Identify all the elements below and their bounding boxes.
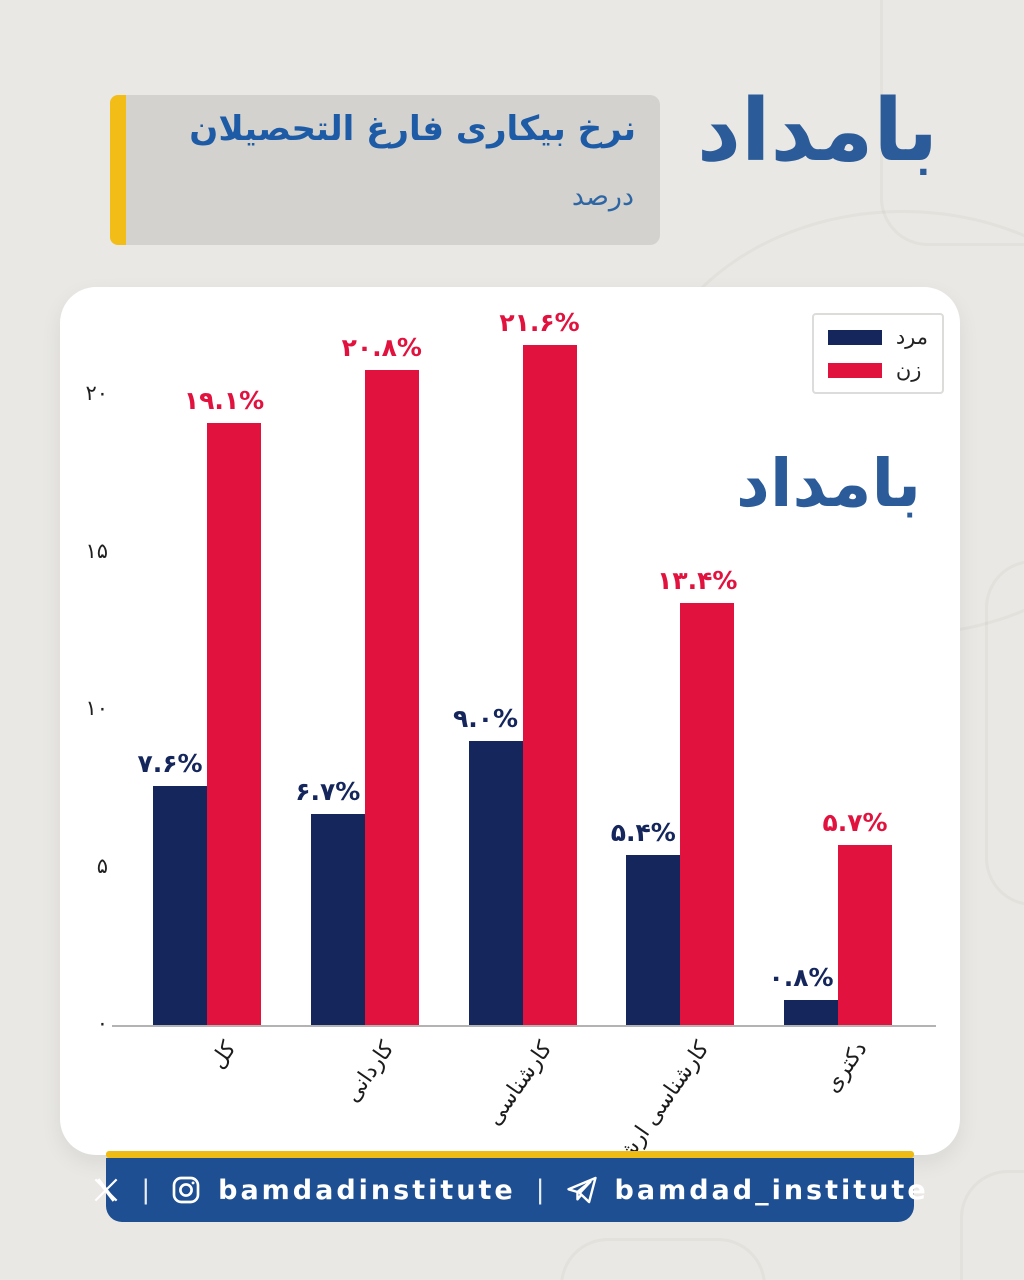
x-axis-category-label-1: کاردانی <box>339 1037 400 1108</box>
handle-x-instagram[interactable]: bamdadinstitute <box>218 1174 516 1206</box>
x-axis-category-label-4: دکتری <box>819 1037 873 1098</box>
legend-label-women: زن <box>895 358 922 382</box>
bar-value-label-women-4: ۵.۷% <box>822 808 888 837</box>
bar-men-4 <box>784 1000 838 1025</box>
footer-accent-rule <box>106 1151 914 1158</box>
bar-value-label-women-2: ۲۱.۶% <box>499 308 580 337</box>
x-axis-category-label-3: کارشناسی ارشد <box>608 1037 715 1155</box>
bar-women-0 <box>207 423 261 1025</box>
legend-swatch-women <box>827 362 882 378</box>
y-axis-tick-label: ۲۰ <box>85 381 108 405</box>
bar-value-label-men-1: ۶.۷% <box>295 777 361 806</box>
bar-men-3 <box>626 855 681 1025</box>
legend-item-men: مرد <box>827 325 928 349</box>
bar-women-3 <box>680 603 735 1025</box>
bar-value-label-men-0: ۷.۶% <box>137 749 203 778</box>
footer-separator: | <box>535 1175 545 1205</box>
footer-bar: | bamdadinstitute | bamdad_institute <box>94 1158 926 1222</box>
background-shape <box>960 1170 1024 1280</box>
footer-separator: | <box>141 1175 151 1205</box>
header-box: نرخ بیکاری فارغ التحصیلان درصد <box>110 95 660 245</box>
x-axis-category-label-0: کل <box>205 1037 242 1074</box>
bar-men-0 <box>153 786 207 1025</box>
header-accent-bar <box>110 95 126 245</box>
y-axis-tick-label: ۱۰ <box>85 696 108 720</box>
bar-value-label-women-3: ۱۳.۴% <box>657 566 738 595</box>
x-axis-line <box>112 1025 936 1027</box>
bar-women-2 <box>522 345 577 1025</box>
bar-women-4 <box>838 845 892 1025</box>
brand-logo: بامداد <box>696 81 938 181</box>
x-axis-category-label-2: کارشناسی <box>481 1037 557 1131</box>
legend-swatch-men <box>827 329 882 345</box>
y-axis-tick-label: ۱۵ <box>85 538 108 563</box>
page-subtitle: درصد <box>571 181 634 212</box>
instagram-icon[interactable] <box>170 1174 202 1206</box>
handle-telegram[interactable]: bamdad_institute <box>614 1174 929 1206</box>
chart-card: ۰ ۵ ۱۰ ۱۵ ۲۰ ۷.۶% ۱۹.۱% کل ۶.۷% ۲۰.۸% کاردانی ۹.۰% ۲… <box>60 287 960 1155</box>
y-axis-tick-label: ۰ <box>96 1011 108 1035</box>
page-title: نرخ بیکاری فارغ التحصیلان <box>189 109 636 149</box>
legend: مرد زن <box>811 313 944 394</box>
telegram-icon[interactable] <box>565 1173 599 1207</box>
plot-area: ۰ ۵ ۱۰ ۱۵ ۲۰ ۷.۶% ۱۹.۱% کل ۶.۷% ۲۰.۸% کاردانی ۹.۰% ۲… <box>60 287 960 1155</box>
bar-value-label-men-3: ۵.۴% <box>610 818 676 847</box>
bar-value-label-women-0: ۱۹.۱% <box>183 386 265 415</box>
y-axis-tick-label: ۵ <box>96 853 108 878</box>
bar-women-1 <box>364 370 419 1025</box>
bar-men-2 <box>468 741 523 1025</box>
x-icon[interactable] <box>91 1175 121 1205</box>
watermark-logo: بامداد <box>736 445 922 522</box>
legend-label-men: مرد <box>895 325 928 349</box>
bar-value-label-men-4: ۰.۸% <box>768 963 834 992</box>
bar-value-label-men-2: ۹.۰% <box>452 704 519 733</box>
bar-value-label-women-1: ۲۰.۸% <box>341 333 422 362</box>
bar-men-1 <box>310 814 365 1025</box>
background-shape <box>560 1238 766 1280</box>
legend-item-women: زن <box>827 358 928 382</box>
